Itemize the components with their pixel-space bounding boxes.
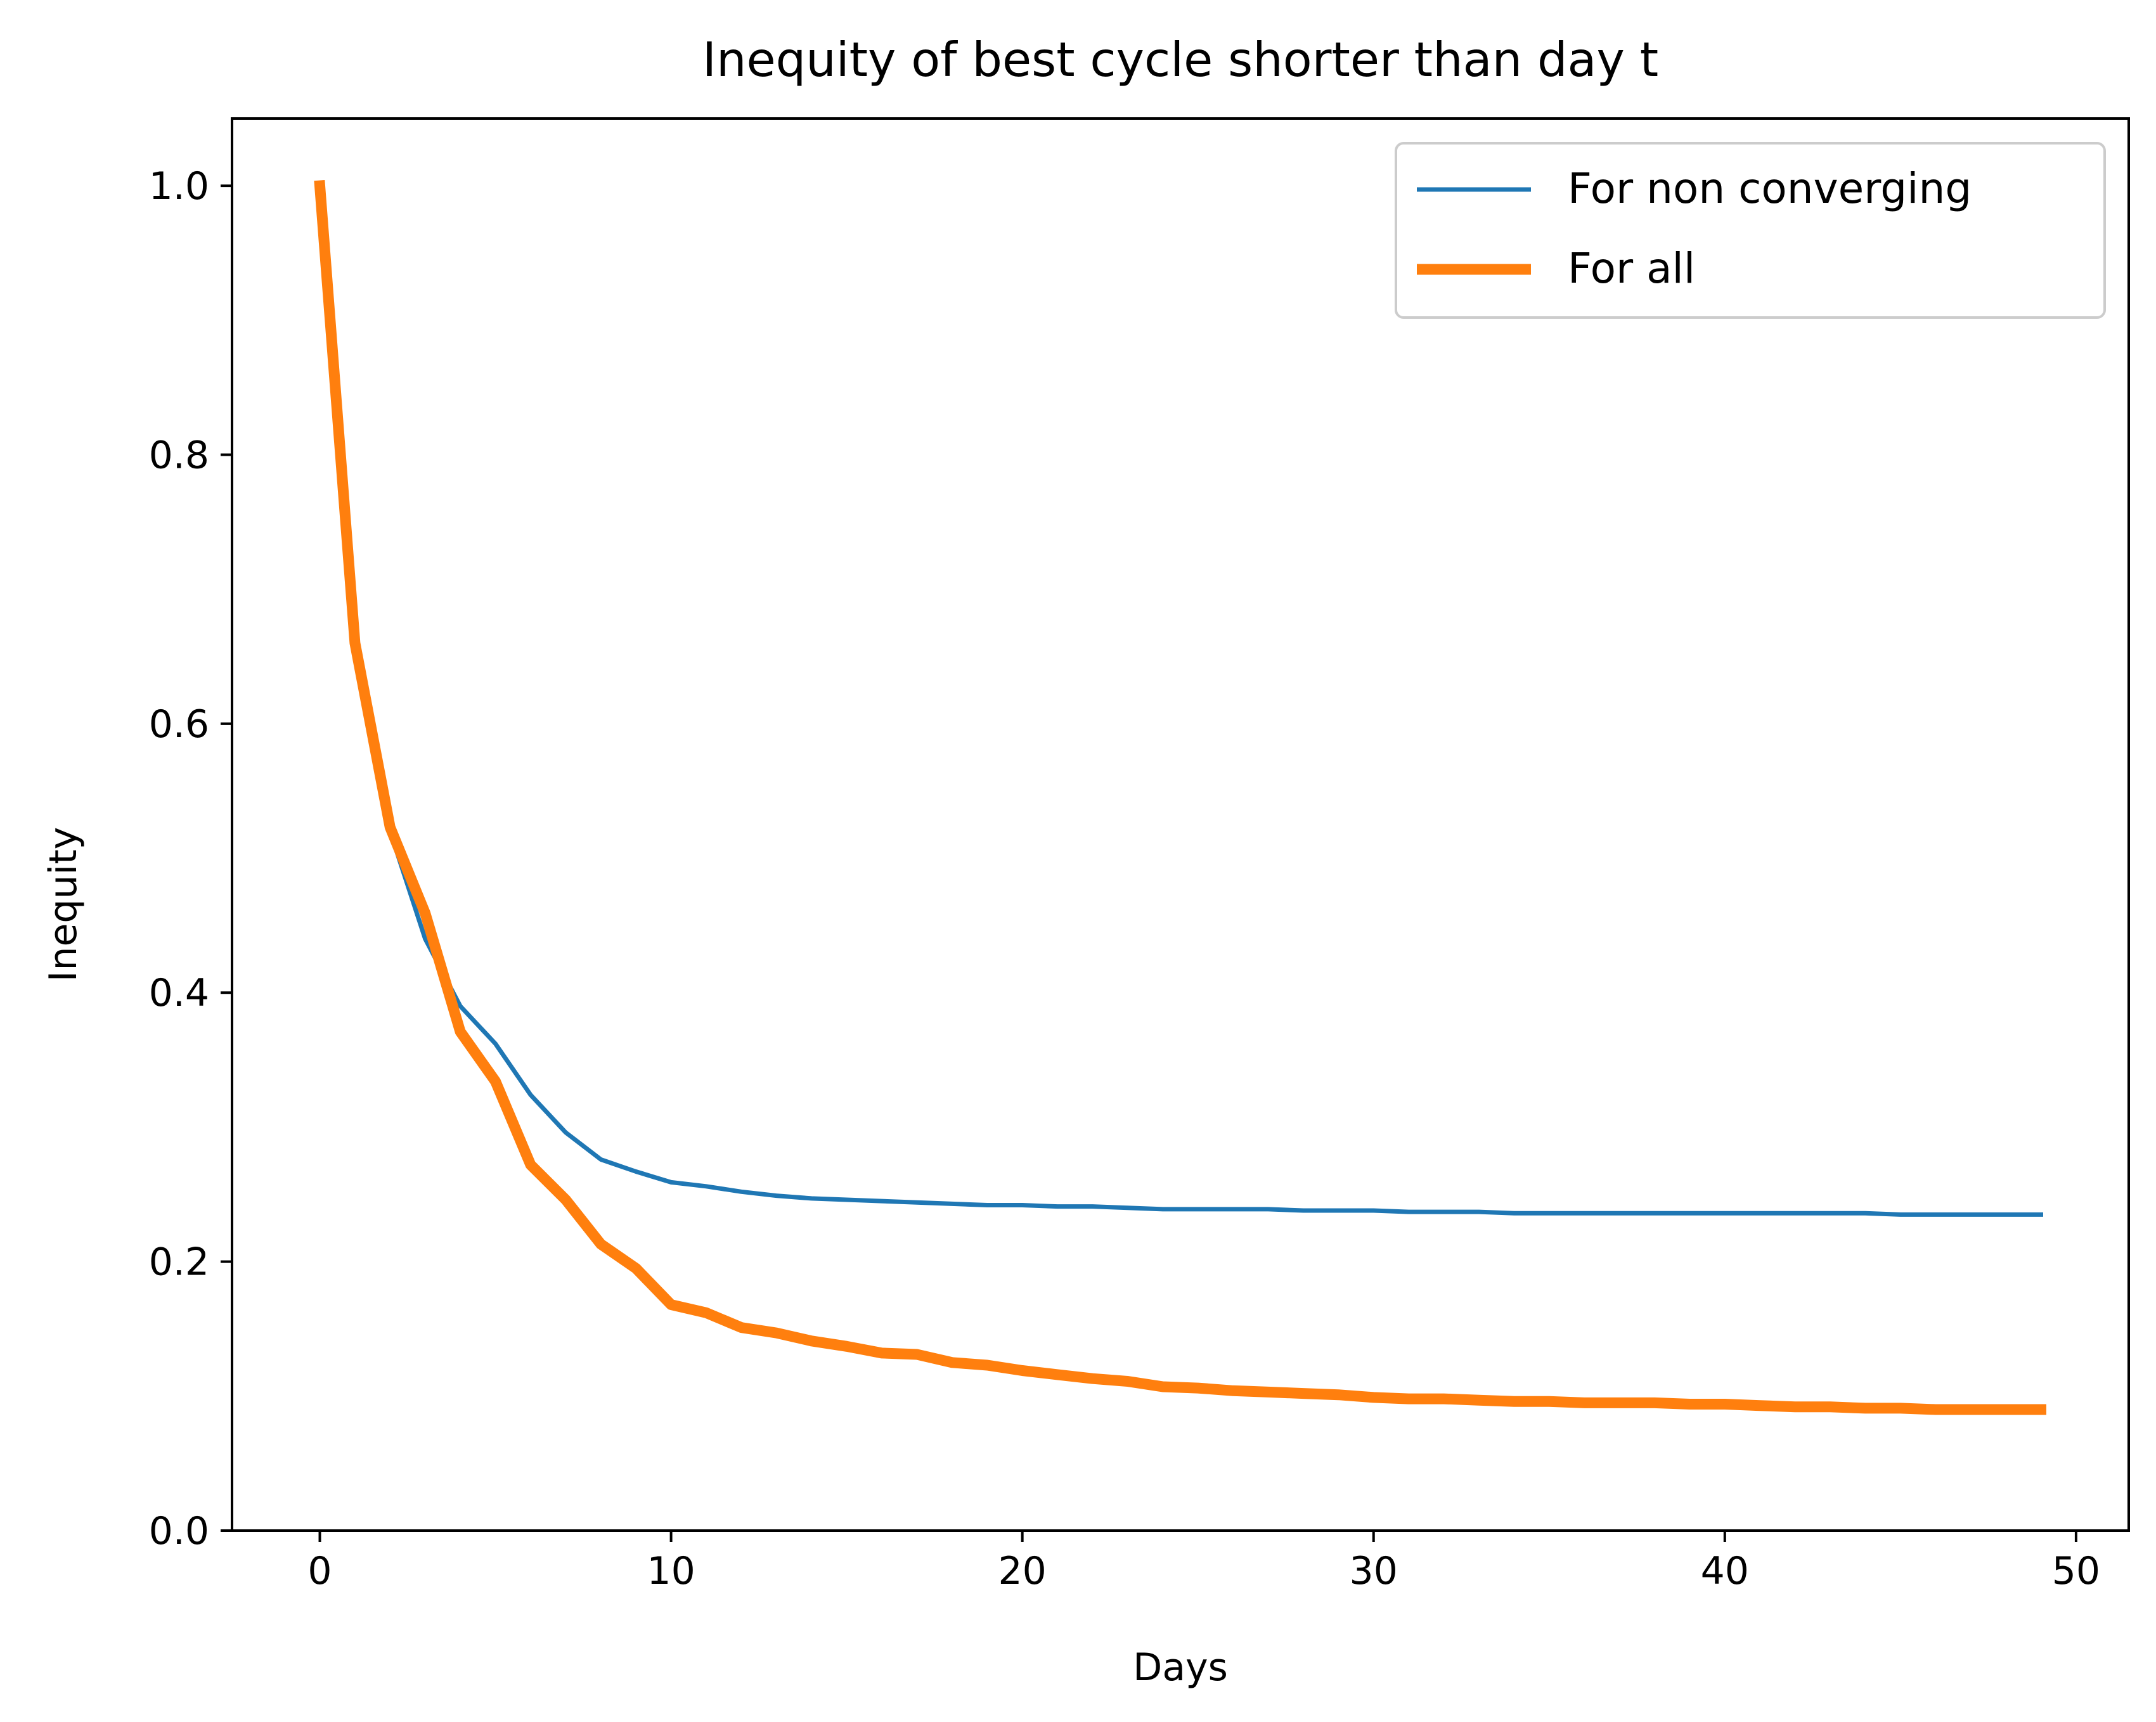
- y-tick-label: 0.0: [149, 1509, 209, 1553]
- y-tick-label: 0.2: [149, 1240, 209, 1285]
- x-tick-label: 40: [1701, 1549, 1749, 1593]
- series-line-for-non-converging: [317, 183, 2043, 1217]
- x-tick-label: 20: [998, 1549, 1046, 1593]
- legend-label: For all: [1568, 244, 1695, 293]
- axes-frame: [231, 117, 2130, 1532]
- plot-background: [232, 119, 2129, 1531]
- legend-box: [1395, 142, 2106, 319]
- chart-title: Inequity of best cycle shorter than day …: [702, 32, 1658, 87]
- series-line-for-all: [314, 179, 2046, 1415]
- x-tick-label: 30: [1350, 1549, 1398, 1593]
- legend: For non converging For all: [1395, 142, 2106, 319]
- y-tick-label: 1.0: [149, 164, 209, 209]
- y-tick-label: 0.6: [149, 702, 209, 747]
- legend-label: For non converging: [1568, 164, 1972, 213]
- plot-area: 0 10 20 30 40 50 0.0 0.2 0.4 0.6 0.8 1.0: [149, 117, 2130, 1593]
- x-tick-label: 50: [2052, 1549, 2100, 1593]
- x-axis-label: Days: [1133, 1645, 1228, 1690]
- x-tick-label: 0: [307, 1549, 332, 1593]
- y-axis-label: Inequity: [41, 827, 86, 982]
- y-tick-label: 0.8: [149, 433, 209, 477]
- y-tick-label: 0.4: [149, 971, 209, 1015]
- x-tick-label: 10: [647, 1549, 695, 1593]
- series-group: [314, 179, 2046, 1415]
